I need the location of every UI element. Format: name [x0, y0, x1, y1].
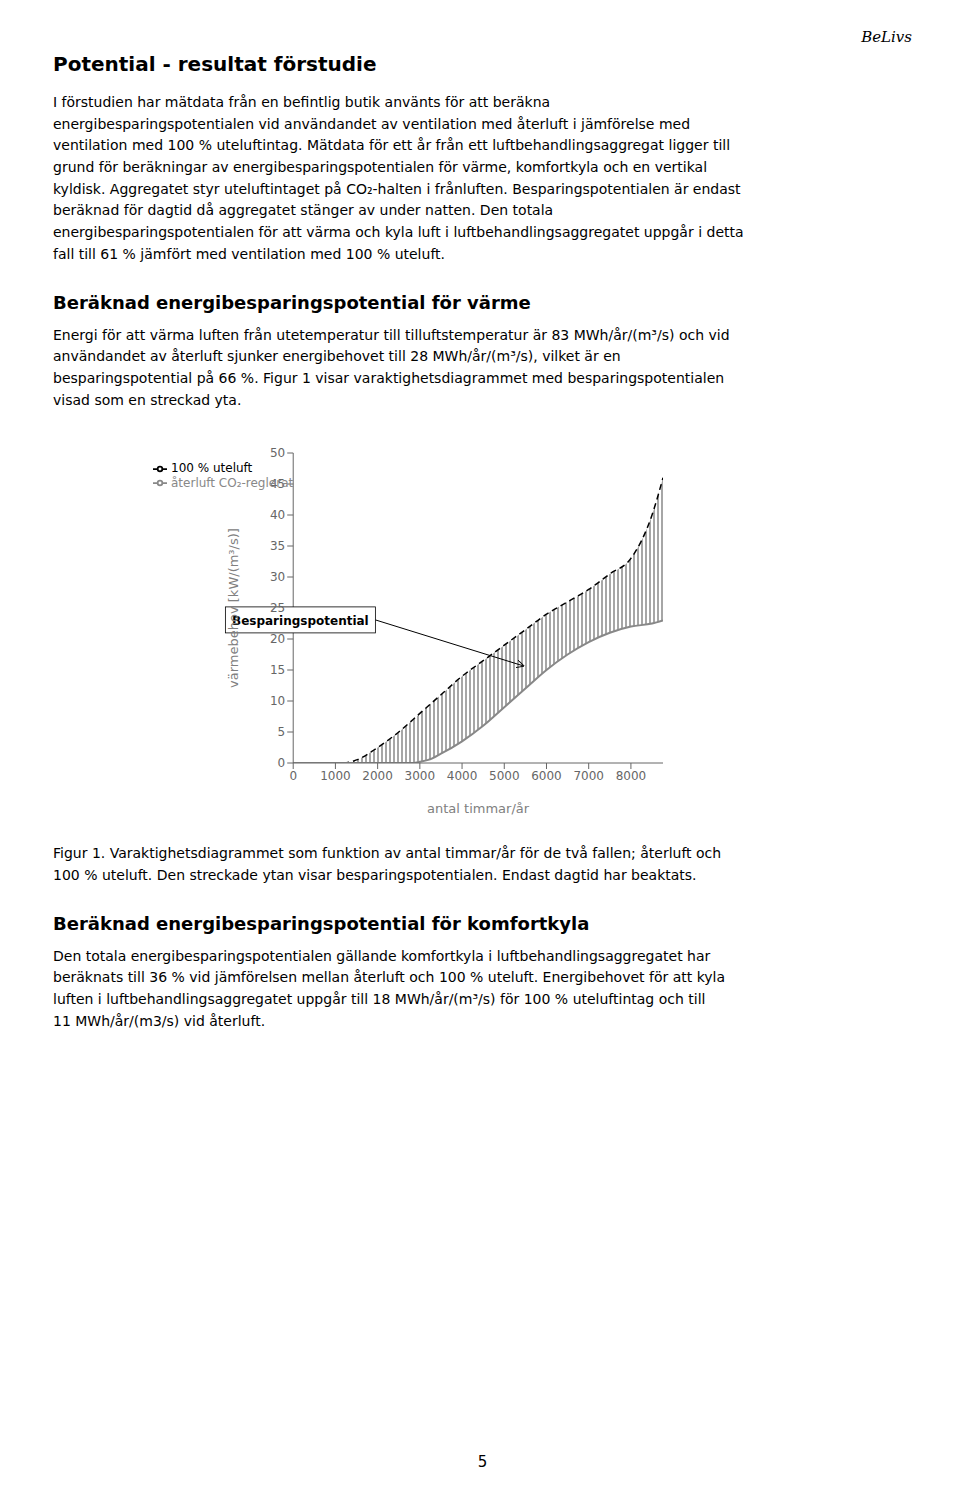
svg-text:20: 20: [270, 633, 285, 647]
svg-text:0: 0: [289, 769, 297, 783]
svg-text:Besparingspotential: Besparingspotential: [232, 614, 369, 628]
svg-text:2000: 2000: [362, 769, 393, 783]
svg-text:50: 50: [270, 447, 285, 461]
svg-text:1000: 1000: [320, 769, 351, 783]
svg-text:5000: 5000: [489, 769, 520, 783]
svg-text:40: 40: [270, 509, 285, 523]
svg-text:värmebehov [kW/(m³/s)]: värmebehov [kW/(m³/s)]: [226, 528, 241, 688]
svg-text:15: 15: [270, 664, 285, 678]
svg-text:6000: 6000: [531, 769, 562, 783]
svg-text:8000: 8000: [616, 769, 647, 783]
svg-text:25: 25: [270, 602, 285, 616]
svg-text:3000: 3000: [405, 769, 436, 783]
svg-text:5: 5: [278, 726, 286, 740]
svg-text:45: 45: [270, 478, 285, 492]
svg-text:antal timmar/år: antal timmar/år: [427, 801, 530, 816]
svg-text:35: 35: [270, 540, 285, 554]
svg-text:0: 0: [278, 757, 286, 771]
svg-text:7000: 7000: [573, 769, 604, 783]
svg-text:30: 30: [270, 571, 285, 585]
svg-text:4000: 4000: [447, 769, 478, 783]
svg-text:10: 10: [270, 695, 285, 709]
